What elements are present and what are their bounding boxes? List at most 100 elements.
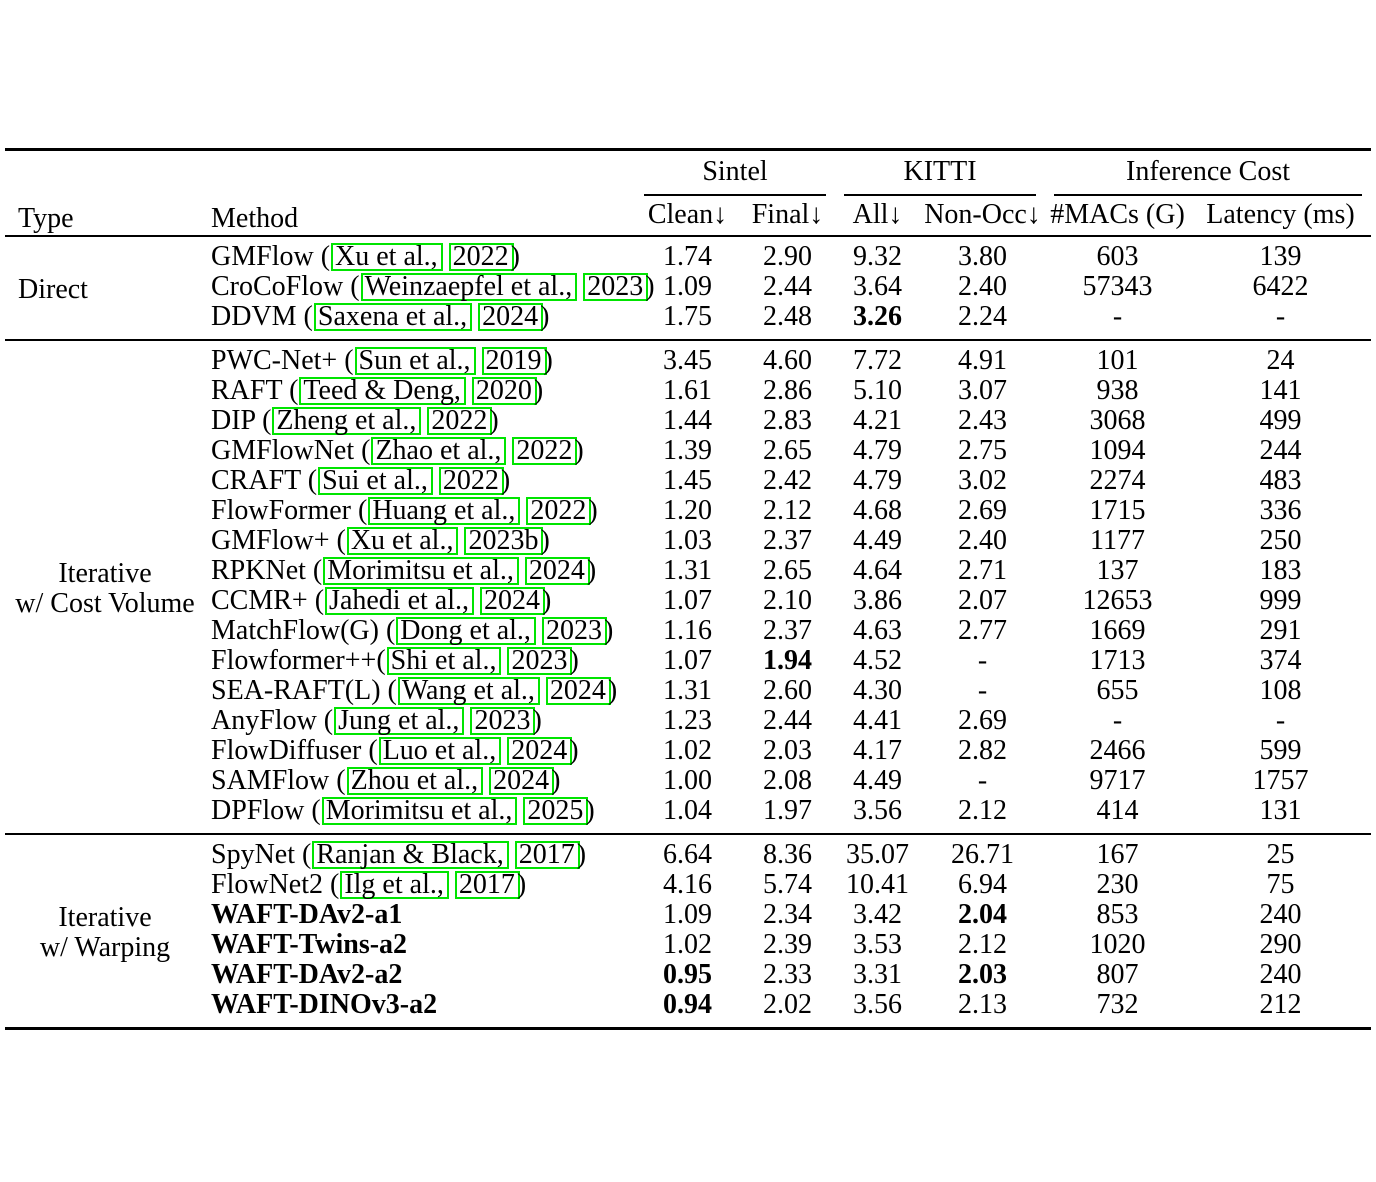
method-text-close: ) <box>500 464 511 496</box>
value-cell: 108 <box>1259 674 1302 706</box>
method-text: WAFT-DAv2-a1 <box>211 898 403 930</box>
method-text-close: ) <box>645 270 655 302</box>
value-cell: 1094 <box>1089 434 1146 466</box>
citation-year-link[interactable]: 2024 <box>489 766 555 795</box>
citation-author-link[interactable]: Zheng et al., <box>272 406 422 435</box>
citation-author-link[interactable]: Shi et al., <box>386 646 502 675</box>
value-cell: 291 <box>1259 614 1302 646</box>
value-cell: 3.53 <box>853 928 902 960</box>
citation-author-link[interactable]: Teed & Deng, <box>299 376 466 405</box>
citation-year-link[interactable]: 2023 <box>470 706 536 735</box>
citation-year-link[interactable]: 2017 <box>514 840 580 869</box>
citation-year-link[interactable]: 2019 <box>481 346 547 375</box>
value-cell: 240 <box>1259 958 1302 990</box>
citation-year-link[interactable]: 2022 <box>512 436 578 465</box>
method-text-close: ) <box>574 434 584 466</box>
citation-year-link[interactable]: 2024 <box>480 586 545 615</box>
citation-year-link[interactable]: 2023 <box>507 646 573 675</box>
value-cell: 2.12 <box>958 928 1007 960</box>
value-cell: 26.71 <box>951 838 1014 870</box>
citation-author-link[interactable]: Zhou et al., <box>346 766 484 795</box>
method-text: RAFT ( <box>211 374 299 406</box>
method-text-close: ) <box>540 300 550 332</box>
value-cell: 3.45 <box>663 344 712 376</box>
value-cell: 3.31 <box>853 958 902 990</box>
group-header-inference-cost: Inference Cost <box>1045 150 1371 196</box>
value-cell: 1.00 <box>663 764 712 796</box>
citation-author-link[interactable]: Jung et al., <box>334 706 465 735</box>
citation-author-link[interactable]: Dong et al., <box>396 616 536 645</box>
citation-year-link[interactable]: 2023 <box>541 616 607 645</box>
value-cell: 599 <box>1259 734 1302 766</box>
method-text: PWC-Net+ ( <box>211 344 354 376</box>
value-cell: 57343 <box>1082 270 1153 302</box>
column-header-latency: Latency (ms) <box>1206 199 1355 230</box>
citation-year-link[interactable]: 2024 <box>524 556 590 585</box>
citation-author-link[interactable]: Morimitsu et al., <box>321 796 518 825</box>
value-cell: 1.03 <box>663 524 712 556</box>
value-cell: 6.94 <box>958 868 1007 900</box>
citation-year-link[interactable]: 2023 <box>583 272 649 301</box>
value-cell: 3.64 <box>853 270 902 302</box>
value-cell: 3.56 <box>853 794 902 826</box>
citation-year-link[interactable]: 2022 <box>526 496 592 525</box>
value-cell: 1.39 <box>663 434 712 466</box>
value-cell: 2.43 <box>958 404 1007 436</box>
citation-author-link[interactable]: Ranjan & Black, <box>312 840 509 869</box>
citation-year-link[interactable]: 2017 <box>454 870 520 899</box>
citation-author-link[interactable]: Morimitsu et al., <box>323 556 519 585</box>
value-cell: 1.97 <box>763 794 812 826</box>
value-cell: 1715 <box>1089 494 1146 526</box>
method-text-close: ) <box>551 764 561 796</box>
citation-year-link[interactable]: 2022 <box>427 406 493 435</box>
value-cell: 1757 <box>1252 764 1309 796</box>
citation-year-link[interactable]: 2020 <box>471 376 537 405</box>
value-cell: - <box>977 674 988 706</box>
citation-year-link[interactable]: 2025 <box>523 796 589 825</box>
value-cell: 499 <box>1259 404 1302 436</box>
method-text: RPKNet ( <box>211 554 323 586</box>
method-text-close: ) <box>586 554 597 586</box>
citation-author-link[interactable]: Huang et al., <box>368 496 521 525</box>
citation-year-link[interactable]: 2023b <box>464 526 544 555</box>
value-cell: 2.65 <box>763 554 812 586</box>
value-cell: 2.42 <box>763 464 812 496</box>
citation-author-link[interactable]: Xu et al., <box>346 526 459 555</box>
value-cell: 4.91 <box>958 344 1007 376</box>
column-header-macs: #MACs (G) <box>1050 199 1185 230</box>
method-text: GMFlowNet ( <box>211 434 371 466</box>
value-cell: - <box>1275 300 1286 332</box>
table-row: WAFT-DAv2-a1 1.09 2.34 3.42 2.04 853 240 <box>5 898 1371 930</box>
citation-author-link[interactable]: Saxena et al., <box>313 302 473 331</box>
value-cell: 1.09 <box>663 898 712 930</box>
method-text: FlowFormer ( <box>211 494 368 526</box>
citation-year-link[interactable]: 2024 <box>478 302 544 331</box>
table-row: MatchFlow(G) (Dong et al., 2023) 1.16 2.37 4… <box>5 614 1371 646</box>
value-cell: 1.31 <box>663 674 712 706</box>
method-text: Flowformer++( <box>211 644 386 676</box>
citation-year-link[interactable]: 2022 <box>438 466 504 495</box>
citation-author-link[interactable]: Sun et al., <box>354 346 476 375</box>
citation-author-link[interactable]: Ilg et al., <box>340 870 449 899</box>
citation-year-link[interactable]: 2022 <box>448 242 514 271</box>
citation-year-link[interactable]: 2024 <box>507 736 573 765</box>
table-row: DPFlow (Morimitsu et al., 2025) 1.04 1.97 3.… <box>5 794 1371 834</box>
value-cell: 1020 <box>1089 928 1146 960</box>
group-label-kitti: KITTI <box>844 152 1037 196</box>
value-cell: 4.79 <box>853 434 902 466</box>
citation-author-link[interactable]: Weinzaepfel et al., <box>360 272 578 301</box>
value-cell: 25 <box>1266 838 1295 870</box>
citation-author-link[interactable]: Wang et al., <box>397 676 540 705</box>
method-name: DPFlow (Morimitsu et al., 2025) <box>205 794 635 834</box>
table-row: FlowNet2 (Ilg et al., 2017) 4.16 5.74 10.41 6… <box>5 868 1371 900</box>
citation-author-link[interactable]: Xu et al., <box>331 242 443 271</box>
value-cell: 2.08 <box>763 764 812 796</box>
citation-author-link[interactable]: Luo et al., <box>378 736 502 765</box>
citation-year-link[interactable]: 2024 <box>545 676 611 705</box>
citation-author-link[interactable]: Jahedi et al., <box>325 586 474 615</box>
citation-author-link[interactable]: Zhao et al., <box>371 436 507 465</box>
method-text: GMFlow+ ( <box>211 524 346 556</box>
table-row: Iterative w/ Warping SpyNet (Ranjan & Blac… <box>5 834 1371 962</box>
citation-author-link[interactable]: Sui et al., <box>318 466 433 495</box>
method-text: DPFlow ( <box>211 794 321 826</box>
